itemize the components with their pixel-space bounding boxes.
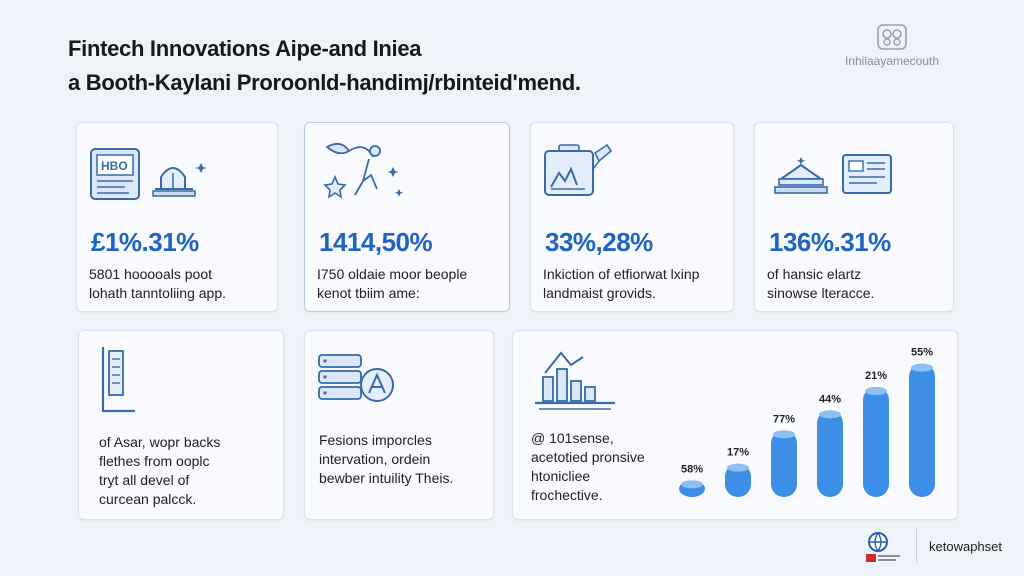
page-title: Fintech Innovations Aipe-and Iniea a Boo… — [68, 32, 581, 100]
info-desc-1-line-4: curcean palcck. — [99, 491, 197, 507]
info-desc-1-line-2: flethes from ooplc — [99, 453, 210, 469]
stat-value-4: 136%.31% — [769, 227, 891, 257]
info-desc-2-line-1: Fesions imporcles — [319, 432, 432, 448]
bar-group-6: 55% — [909, 347, 935, 497]
stat-value-3: 33%,28% — [545, 227, 653, 257]
stat-desc-1: 5801 hooooals poot lohath tanntoliing ap… — [89, 265, 267, 303]
bar-group-4: 44% — [817, 393, 843, 497]
footer: ketowaphset — [864, 526, 1002, 566]
bar-cap-4 — [819, 410, 841, 419]
footer-brand: ketowaphset — [929, 538, 1002, 554]
info-card-1: of Asar, wopr backs flethes from ooplc t… — [78, 330, 284, 520]
stat-card-1: HBO £1%.31% 5801 hooooals poot lohath ta… — [76, 122, 278, 312]
info-desc-3: @ 101sense, acetotied pronsive htoniclie… — [531, 429, 645, 505]
bar-6 — [909, 363, 935, 497]
brand-logo: Inhilaayamecouth — [822, 24, 962, 68]
bar-cap-3 — [773, 430, 795, 439]
info-desc-1-line-1: of Asar, wopr backs — [99, 434, 221, 450]
stat-desc-1-line-2: lohath tanntoliing app. — [89, 285, 226, 301]
fairy-stars-icon — [323, 142, 404, 199]
bar-cap-5 — [865, 387, 887, 395]
bar-label-2: 17% — [727, 447, 749, 459]
brand-logo-icon — [877, 24, 907, 50]
bar-group-3: 77% — [771, 413, 797, 497]
stat-card-2: 1414,50% I750 oldaie moor beople kenot t… — [304, 122, 510, 312]
bar-2 — [725, 463, 751, 497]
info-desc-2: Fesions imporcles intervation, ordein be… — [319, 431, 453, 488]
stat-desc-3-line-2: landmaist grovids. — [543, 285, 656, 301]
stat-desc-1-line-1: 5801 hooooals poot — [89, 266, 212, 282]
bar-label-6: 55% — [911, 347, 933, 359]
brand-text: Inhilaayamecouth — [844, 54, 940, 68]
bar-label-3: 77% — [773, 413, 795, 425]
bar-4 — [817, 410, 843, 497]
stat-desc-4-line-2: sinowse lteracce. — [767, 285, 875, 301]
info-desc-3-line-2: acetotied pronsive — [531, 449, 645, 465]
stat-desc-2: I750 oldaie moor beople kenot tbiim ame: — [317, 265, 499, 303]
footer-divider — [916, 529, 917, 563]
bar-chart: 58% 17% 77% 44% 21% 55% — [679, 347, 935, 497]
bar-3 — [771, 430, 797, 497]
chart-easel-pen-icon — [544, 143, 613, 196]
info-card-2: Fesions imporcles intervation, ordein be… — [304, 330, 494, 520]
chart-card: @ 101sense, acetotied pronsive htoniclie… — [512, 330, 958, 520]
info-desc-3-line-3: htonicliee — [531, 468, 591, 484]
bar-group-2: 17% — [725, 447, 751, 497]
bar-5 — [863, 387, 889, 497]
bar-cap-2 — [727, 463, 749, 472]
stat-value-1: £1%.31% — [91, 227, 199, 257]
stat-card-4: 136%.31% of hansic elartz sinowse lterac… — [754, 122, 954, 312]
document-list-icon — [101, 347, 135, 413]
stat-desc-4-line-1: of hansic elartz — [767, 266, 862, 282]
stat-value-2: 1414,50% — [319, 227, 433, 257]
bar-cap-6 — [911, 363, 933, 372]
info-desc-1: of Asar, wopr backs flethes from ooplc t… — [99, 433, 220, 509]
temple-monitor-icon — [774, 154, 892, 194]
billboard-storefront-icon: HBO — [90, 148, 207, 200]
bar-label-4: 44% — [819, 393, 841, 405]
stat-desc-4: of hansic elartz sinowse lteracce. — [767, 265, 943, 303]
info-desc-3-line-4: frochective. — [531, 487, 603, 503]
stat-desc-2-line-1: I750 oldaie moor beople — [317, 266, 468, 282]
info-desc-2-line-3: bewber intuility Theis. — [319, 470, 454, 486]
server-stack-icon — [318, 354, 394, 402]
bar-group-5: 21% — [863, 370, 889, 497]
bar-graph-icon — [535, 351, 615, 410]
info-desc-1-line-3: tryt all devel of — [99, 472, 190, 488]
bar-label-5: 21% — [865, 370, 887, 382]
stat-desc-3-line-1: Inkiction of etfiorwat lxinp — [543, 266, 700, 282]
svg-text:HBO: HBO — [101, 159, 128, 173]
stat-desc-3: Inkiction of etfiorwat lxinp landmaist g… — [543, 265, 723, 303]
bar-label-1: 58% — [681, 463, 703, 475]
globe-badge-icon — [866, 532, 900, 562]
info-desc-3-line-1: @ 101sense, — [531, 430, 614, 446]
stat-card-3: 33%,28% Inkiction of etfiorwat lxinp lan… — [530, 122, 734, 312]
info-desc-2-line-2: intervation, ordein — [319, 451, 431, 467]
bar-cap-1 — [681, 480, 703, 489]
page-title-line-2: a Booth-Kaylani Proroonld-handimj/rbinte… — [68, 70, 581, 95]
stat-desc-2-line-2: kenot tbiim ame: — [317, 285, 420, 301]
page-title-line-1: Fintech Innovations Aipe-and Iniea — [68, 36, 422, 61]
bar-group-1: 58% — [679, 463, 705, 497]
